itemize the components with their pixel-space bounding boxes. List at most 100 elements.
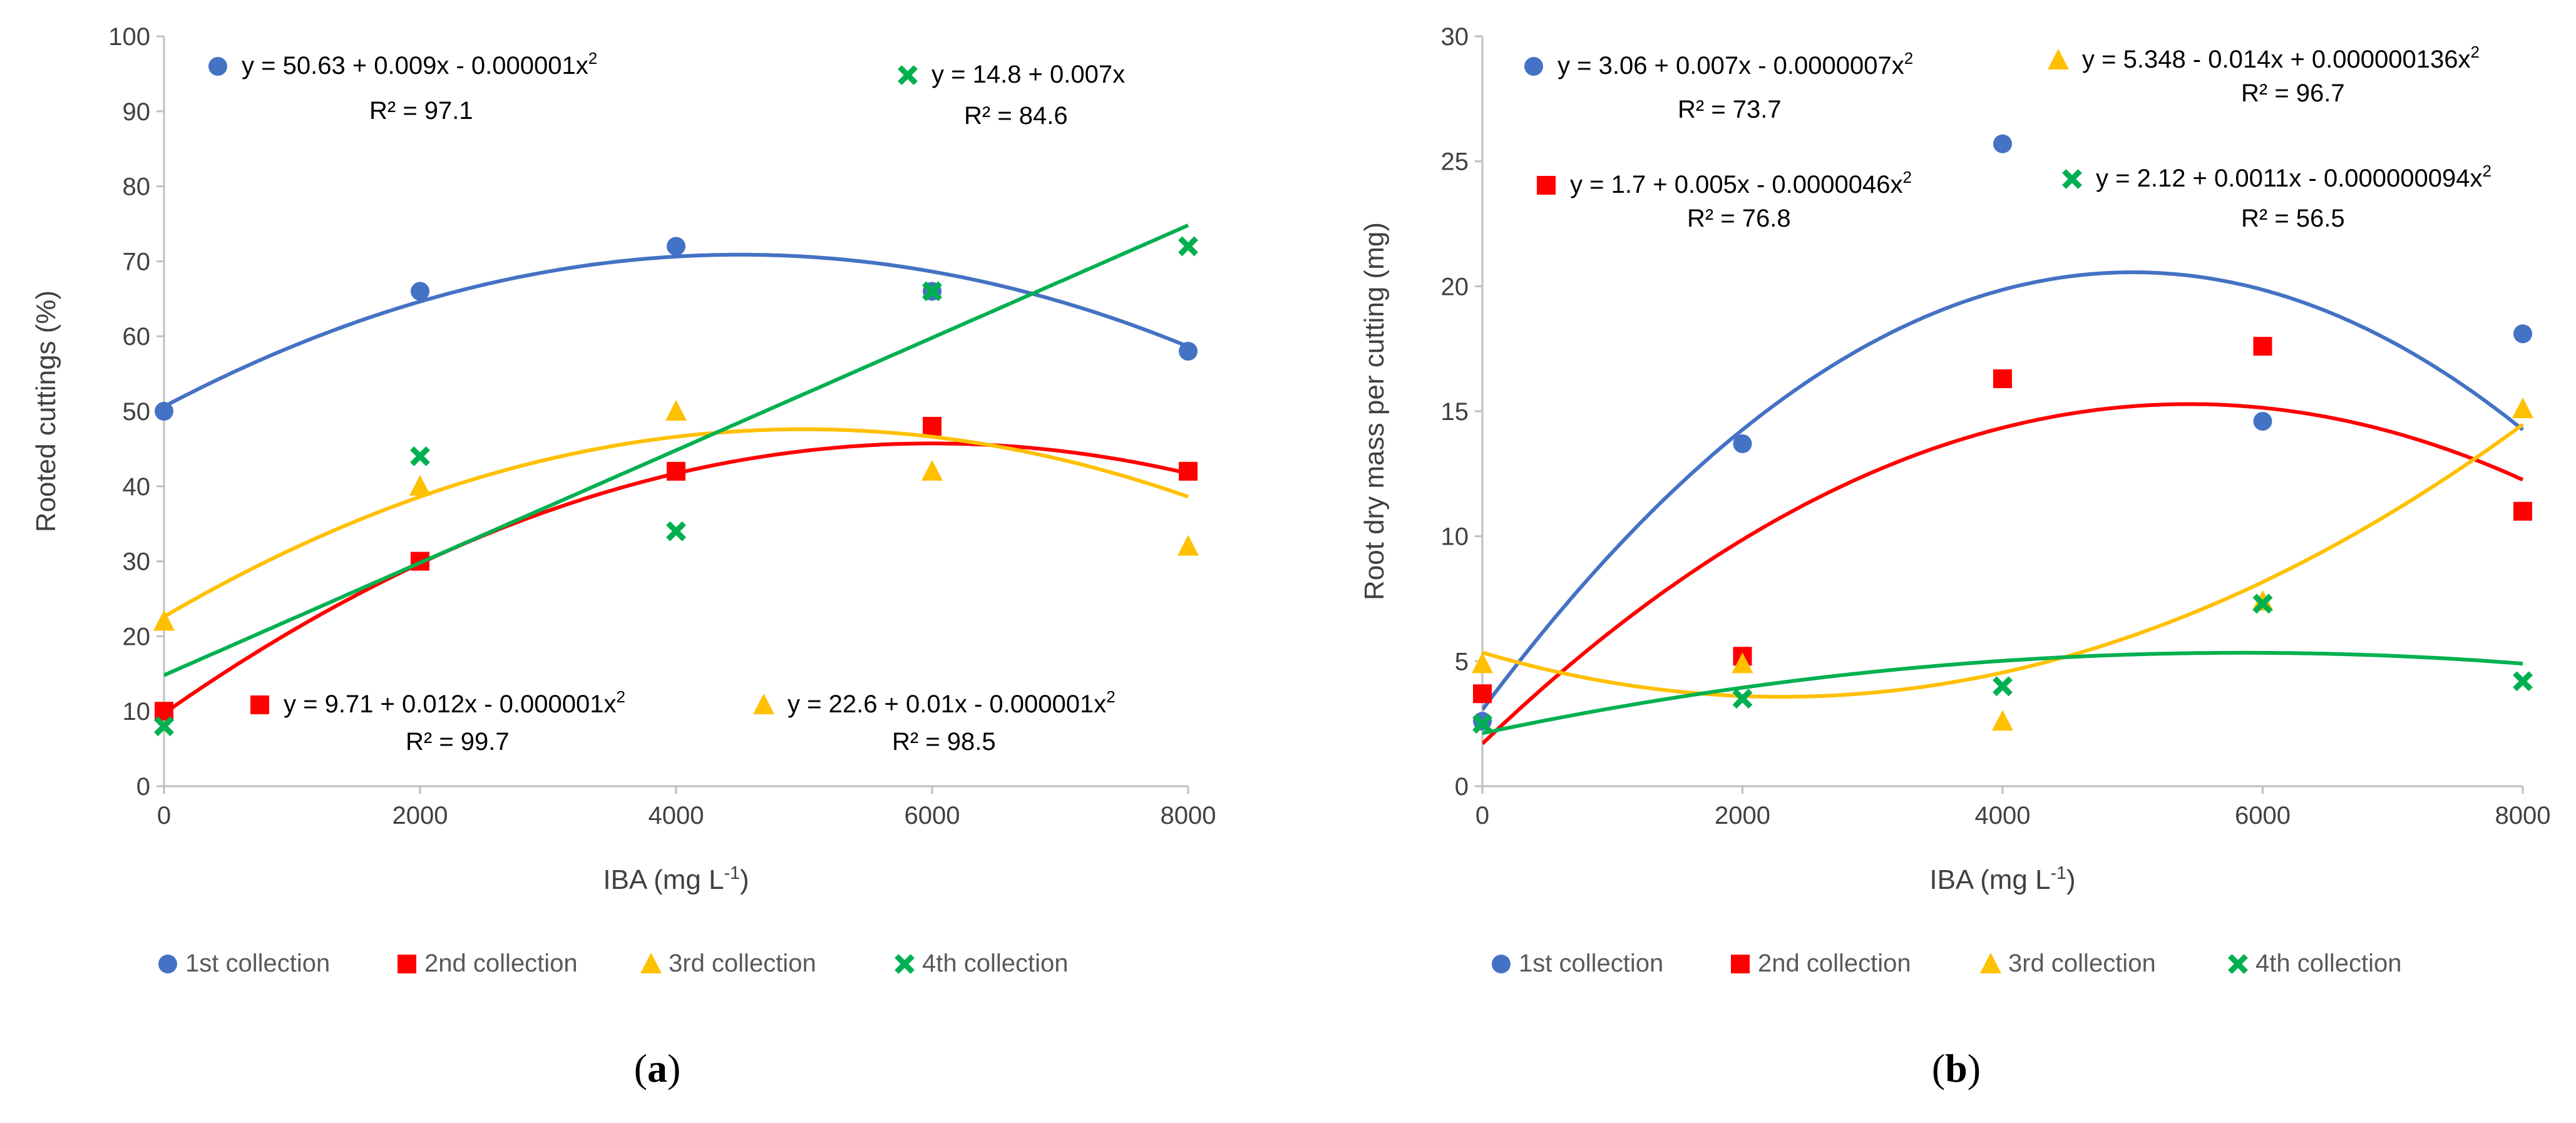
legend-marker-4-stroke-b (895, 954, 915, 974)
y-tick-label: 0 (1455, 773, 1469, 801)
data-point-4 (666, 521, 686, 541)
r2-label-3: R² = 98.5 (892, 728, 996, 756)
x-tick-label: 6000 (2235, 802, 2291, 829)
legend-label-4: 4th collection (2255, 950, 2401, 977)
y-tick-label: 30 (123, 548, 151, 576)
y-tick-label: 60 (123, 323, 151, 351)
legend-label-1: 1st collection (1519, 950, 1663, 977)
data-point-2 (1179, 461, 1198, 481)
legend-label-3: 3rd collection (2008, 950, 2156, 977)
equation-marker-4-stroke-b (898, 65, 918, 85)
data-point-4 (1472, 714, 1492, 734)
x-tick-label: 0 (157, 802, 171, 829)
legend-marker-4 (895, 954, 915, 974)
data-point-2 (667, 461, 685, 481)
y-tick-label: 5 (1455, 648, 1469, 675)
trendline-1 (164, 252, 1189, 409)
data-point-2 (2253, 337, 2272, 356)
y-tick-label: 80 (123, 173, 151, 201)
legend-marker-2 (1731, 955, 1750, 973)
legend-marker-4 (2228, 954, 2248, 974)
legend-marker-3 (640, 953, 662, 973)
data-point-4 (1178, 236, 1198, 257)
data-point-4-stroke-b (666, 521, 686, 541)
y-axis-title: Rooted cuttings (%) (31, 290, 61, 532)
data-point-1 (2513, 324, 2532, 344)
trendline-1 (1482, 270, 2524, 711)
y-tick-label: 25 (1441, 148, 1469, 176)
data-point-3 (1472, 652, 1493, 674)
y-tick-label: 20 (1441, 273, 1469, 300)
legend-label-2: 2nd collection (424, 950, 578, 977)
panel-label: (a) (634, 1046, 681, 1090)
data-point-1 (1993, 134, 2012, 153)
y-tick-label: 10 (1441, 523, 1469, 551)
data-point-4 (2252, 593, 2273, 614)
data-point-4-stroke-b (1472, 714, 1492, 734)
equation-label-2: y = 1.7 + 0.005x - 0.0000046x2 (1570, 168, 1912, 198)
data-point-2 (923, 416, 942, 436)
equation-label-1: y = 50.63 + 0.009x - 0.000001x2 (242, 49, 597, 79)
y-tick-label: 40 (123, 473, 151, 501)
data-point-4 (410, 446, 430, 466)
equation-marker-3 (2048, 49, 2069, 69)
data-point-3 (665, 400, 687, 421)
x-axis-title: IBA (mg L-1) (1929, 863, 2075, 895)
data-point-3 (1992, 710, 2013, 731)
legend-marker-4-stroke-b (2228, 954, 2248, 974)
x-axis-title: IBA (mg L-1) (603, 863, 749, 895)
equation-label-3: y = 22.6 + 0.01x - 0.000001x2 (788, 687, 1116, 718)
r2-label-4: R² = 84.6 (964, 102, 1068, 130)
legend-marker-3 (1980, 953, 2001, 973)
r2-label-2: R² = 99.7 (406, 728, 510, 756)
x-tick-label: 6000 (905, 802, 960, 829)
data-point-4 (1993, 676, 2013, 697)
equation-label-1: y = 3.06 + 0.007x - 0.0000007x2 (1557, 49, 1913, 79)
legend-marker-1 (1492, 955, 1511, 973)
data-point-4-stroke-b (1178, 236, 1198, 257)
data-point-4-stroke-b (410, 446, 430, 466)
trendline-3 (1482, 423, 2524, 699)
legend-label-1: 1st collection (185, 950, 330, 977)
y-tick-label: 100 (108, 23, 150, 51)
data-point-4 (922, 281, 942, 302)
x-tick-label: 0 (1475, 802, 1489, 829)
panel-label: (b) (1932, 1046, 1981, 1090)
y-tick-label: 0 (136, 773, 150, 801)
r2-label-2: R² = 76.8 (1687, 205, 1791, 232)
trendline-2 (1482, 402, 2524, 746)
data-point-1 (411, 282, 429, 301)
data-point-1 (1733, 434, 1752, 453)
legend-label-4: 4th collection (922, 950, 1068, 977)
data-point-3 (409, 474, 431, 496)
data-point-2 (1473, 684, 1492, 704)
data-point-2 (2513, 501, 2532, 521)
y-tick-label: 10 (123, 698, 151, 726)
y-tick-label: 30 (1441, 23, 1469, 51)
r2-label-1: R² = 73.7 (1678, 96, 1782, 123)
data-point-1 (1179, 342, 1198, 361)
trendline-4 (164, 223, 1189, 677)
data-point-3 (2512, 397, 2533, 419)
r2-label-4: R² = 56.5 (2241, 205, 2345, 232)
chart-panel-a: 0 10 20 30 40 50 60 70 80 90 100 0 2000 4000 6000 8000 I… (31, 23, 1216, 1090)
equation-marker-4 (2062, 169, 2082, 189)
legend-label-2: 2nd collection (1758, 950, 1911, 977)
data-point-2 (1993, 369, 2012, 389)
legend-marker-2 (398, 955, 416, 973)
y-tick-label: 70 (123, 248, 151, 275)
y-tick-label: 90 (123, 98, 151, 126)
y-tick-label: 50 (123, 398, 151, 426)
equation-marker-3 (753, 694, 774, 714)
r2-label-1: R² = 97.1 (369, 97, 473, 125)
r2-label-3: R² = 96.7 (2241, 79, 2345, 107)
data-point-4-stroke-b (1993, 676, 2013, 697)
data-point-4-stroke-b (2513, 671, 2533, 692)
equation-label-4: y = 2.12 + 0.0011x - 0.000000094x2 (2096, 162, 2491, 192)
x-tick-label: 8000 (2495, 802, 2551, 829)
data-point-4-stroke-b (2252, 593, 2273, 614)
equation-marker-1 (208, 57, 227, 76)
legend-label-3: 3rd collection (669, 950, 816, 977)
x-tick-label: 4000 (1975, 802, 2031, 829)
